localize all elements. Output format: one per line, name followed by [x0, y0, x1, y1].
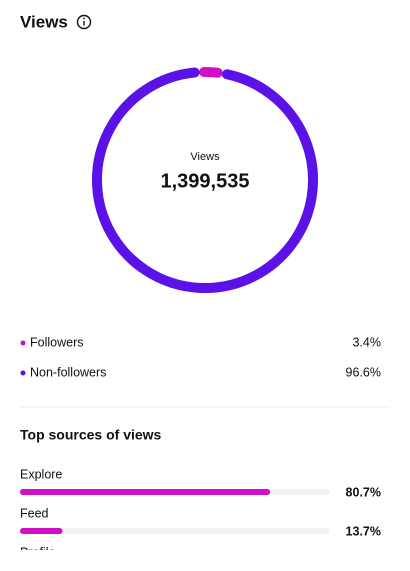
legend-label: Non-followers	[30, 365, 106, 379]
legend-dot	[20, 340, 26, 346]
source-value: 80.7%	[346, 485, 381, 499]
source-value: 13.7%	[346, 524, 381, 538]
cutoff-mask	[0, 550, 410, 571]
donut-segment	[199, 67, 223, 78]
bar	[20, 528, 63, 534]
page-title: Views	[20, 12, 68, 31]
source-label: Explore	[20, 467, 62, 481]
section-title: Top sources of views	[20, 427, 162, 443]
donut-total: 1,399,535	[161, 170, 250, 192]
legend-dot	[20, 370, 26, 376]
legend-value: 96.6%	[346, 365, 381, 379]
source-label: Feed	[20, 506, 49, 520]
bar	[20, 489, 271, 495]
donut-label: Views	[190, 151, 220, 163]
donut-segment	[92, 67, 318, 293]
legend-label: Followers	[30, 335, 84, 349]
bar-track	[20, 528, 330, 534]
info-icon[interactable]	[76, 14, 92, 30]
legend-value: 3.4%	[353, 335, 382, 349]
